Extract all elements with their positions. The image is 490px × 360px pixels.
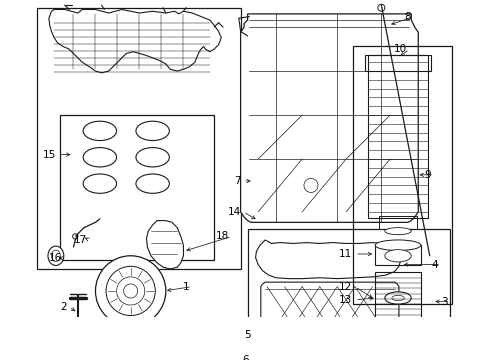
Ellipse shape	[51, 250, 60, 261]
Circle shape	[117, 277, 145, 305]
Text: 16: 16	[49, 253, 62, 264]
Bar	[375, 245, 421, 265]
Bar	[60, 115, 214, 260]
Text: 17: 17	[74, 235, 87, 245]
Text: 7: 7	[234, 176, 241, 186]
Bar	[37, 8, 241, 269]
Ellipse shape	[375, 240, 421, 251]
Text: 14: 14	[227, 207, 241, 217]
Ellipse shape	[83, 121, 117, 140]
Polygon shape	[147, 221, 183, 269]
Text: 9: 9	[425, 170, 432, 180]
Text: 11: 11	[339, 249, 352, 259]
Text: 2: 2	[60, 302, 67, 312]
Ellipse shape	[83, 174, 117, 193]
Ellipse shape	[385, 292, 411, 304]
Text: 18: 18	[216, 231, 229, 242]
Ellipse shape	[136, 174, 170, 193]
Text: 10: 10	[394, 44, 407, 54]
Polygon shape	[256, 240, 401, 279]
Circle shape	[96, 256, 166, 326]
Text: 3: 3	[441, 297, 447, 306]
Text: 13: 13	[339, 295, 352, 305]
Polygon shape	[241, 14, 418, 222]
Ellipse shape	[48, 246, 64, 265]
Ellipse shape	[136, 121, 170, 140]
Polygon shape	[49, 9, 221, 73]
Text: 12: 12	[339, 282, 352, 292]
Text: 15: 15	[43, 150, 56, 159]
Ellipse shape	[385, 228, 411, 235]
Bar	[379, 216, 417, 229]
Ellipse shape	[136, 148, 170, 167]
Bar	[375, 271, 421, 332]
Circle shape	[273, 357, 278, 360]
Circle shape	[378, 4, 385, 11]
Circle shape	[304, 178, 318, 193]
Ellipse shape	[392, 295, 404, 301]
Bar	[247, 229, 450, 360]
Polygon shape	[261, 282, 399, 339]
Text: 1: 1	[183, 282, 190, 292]
Circle shape	[106, 266, 155, 316]
Ellipse shape	[385, 249, 411, 262]
Circle shape	[123, 284, 138, 298]
Ellipse shape	[83, 148, 117, 167]
Bar	[254, 342, 329, 360]
Bar	[368, 55, 428, 218]
Circle shape	[270, 354, 282, 360]
Bar	[365, 55, 432, 71]
Text: 4: 4	[432, 260, 439, 270]
Text: 8: 8	[405, 12, 411, 22]
Text: 6: 6	[242, 355, 248, 360]
Text: 5: 5	[245, 330, 251, 340]
Circle shape	[73, 234, 78, 239]
Bar	[353, 46, 452, 304]
